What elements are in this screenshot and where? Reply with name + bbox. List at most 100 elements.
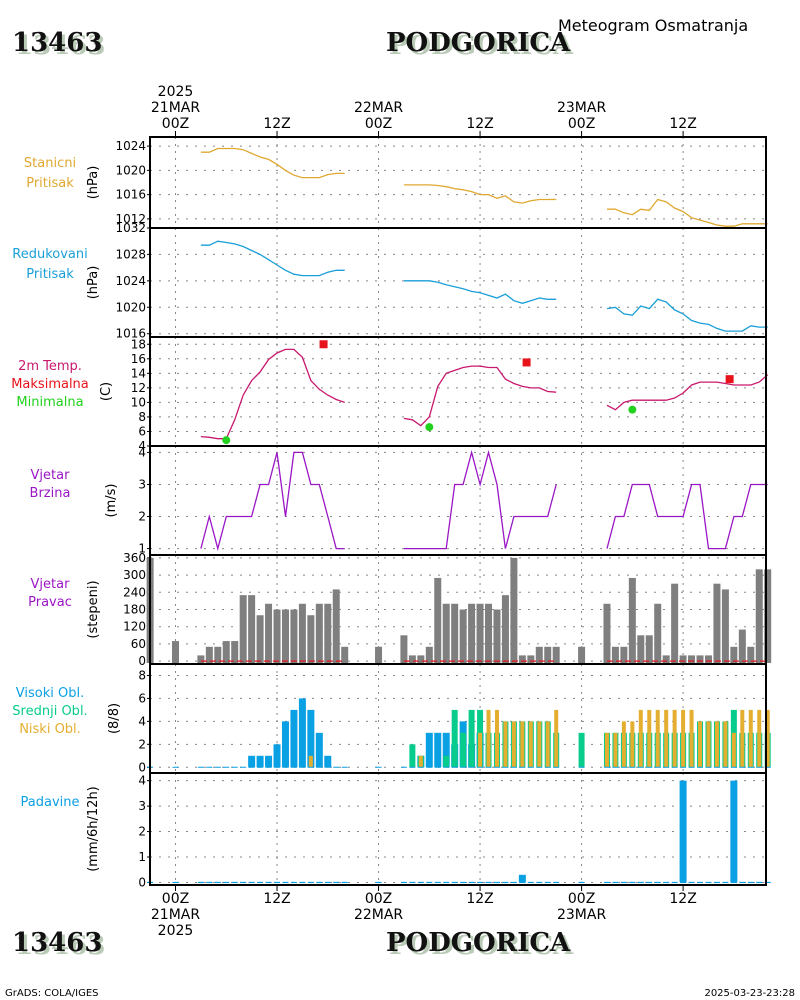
station-pressure-line (607, 198, 768, 227)
wind-dir-bar (662, 655, 670, 663)
panel-label: Vjetar (31, 577, 71, 592)
wind-dir-bar (341, 646, 349, 663)
y-tick-label: 1020 (115, 163, 146, 177)
top-time-label: 23MAR (557, 100, 606, 116)
y-tick-label: 4 (138, 714, 146, 728)
y-tick-label: 2 (138, 737, 146, 751)
y-tick-label: 1 (138, 850, 146, 864)
wind-dir-bar (620, 646, 628, 663)
bottom-time-label: 22MAR (354, 907, 403, 923)
cloud-low-bar (494, 709, 499, 768)
wind-dir-bar (755, 569, 763, 663)
wind-dir-bar (332, 589, 340, 663)
wind-dir-bar (493, 609, 501, 663)
top-time-label: 22MAR (354, 100, 403, 116)
precipitation-panel: 0 1 2 3 4 (mm/6h/12h) Padavine (21, 772, 771, 889)
y-tick-label: 300 (123, 568, 146, 582)
y-tick-label: 1 (138, 542, 146, 556)
y-tick-label: 12 (131, 381, 146, 395)
y-tick-label: 3 (138, 477, 146, 491)
wind-dir-bar (222, 641, 230, 663)
cloud-low-bar (486, 709, 491, 768)
cloud-low-bar (528, 721, 533, 768)
y-tick-label: 6 (138, 424, 146, 438)
cloud-low-bar (604, 732, 609, 768)
reduced-pressure-line (403, 280, 557, 304)
y-tick-label: 1016 (115, 188, 146, 202)
bottom-time-label: 00Z (162, 891, 189, 907)
y-tick-label: 120 (123, 620, 146, 634)
wind-dir-bar (231, 641, 239, 663)
panel-frame (149, 227, 767, 338)
y-tick-label: 6 (138, 691, 146, 705)
reduced-pressure-panel: 1016 1020 1024 1028 1032 (hPa) Redukovani Priti… (12, 221, 768, 341)
cloud-low-bar (731, 732, 736, 768)
temperature-line (200, 348, 345, 440)
cloud-low-bar (672, 709, 677, 768)
cloud-mid-bar (578, 732, 585, 768)
y-tick-label: 10 (131, 395, 146, 409)
bottom-time-label: 00Z (365, 891, 392, 907)
cloud-high-bar (256, 755, 264, 768)
wind-dir-bar (476, 603, 484, 663)
cloud-low-bar (706, 721, 711, 768)
wind-dir-bar (527, 655, 535, 663)
tmax-marker (319, 340, 328, 349)
wind-dir-bar (671, 583, 679, 663)
bottom-time-label: 2025 (158, 923, 194, 939)
panel-label: Pritisak (26, 176, 74, 191)
y-tick-label: 1024 (115, 274, 146, 288)
panel-label: Pravac (28, 595, 72, 610)
wind-dir-bar (713, 583, 721, 663)
bottom-time-label: 23MAR (557, 907, 606, 923)
wind-dir-bar (290, 609, 298, 663)
bottom-time-label: 12Z (669, 891, 696, 907)
cloud-low-bar (681, 709, 686, 768)
panel-frame (149, 772, 767, 886)
wind-dir-bar (434, 577, 442, 663)
top-time-label: 12Z (466, 116, 493, 132)
wind-dir-bar (408, 655, 416, 663)
panel-label: Niski Obl. (19, 722, 81, 737)
cloud-low-bar (613, 732, 618, 768)
cloud-low-bar (748, 709, 753, 768)
clouds-panel: 0 2 4 6 8 (8/8) Visoki Obl. Srednji Obl. Niski O… (12, 663, 771, 774)
cloud-low-bar (723, 721, 728, 768)
cloud-low-bar (765, 709, 770, 768)
reduced-pressure-line (606, 298, 768, 332)
station-id-shadow: 13463 (15, 31, 105, 61)
temperature-line (403, 365, 557, 427)
cloud-low-bar (621, 721, 626, 768)
wind-dir-bar (425, 646, 433, 663)
wind-dir-bar (451, 603, 459, 663)
cloud-low-bar (647, 709, 652, 768)
y-tick-label: 0 (138, 760, 146, 774)
cloud-mid-bar (460, 732, 467, 768)
station-pressure-line (200, 147, 345, 179)
y-tick-label: 16 (131, 352, 146, 366)
bottom-time-label: 12Z (263, 891, 290, 907)
wind-dir-bar (468, 603, 476, 663)
y-tick-label: 4 (138, 445, 146, 459)
cloud-high-bar (265, 755, 273, 768)
panel-label: Vjetar (31, 468, 71, 483)
top-time-label: 00Z (162, 116, 189, 132)
cloud-high-bar (281, 721, 289, 768)
wind-dir-bar (654, 603, 662, 663)
station-name-shadow: PODGORICA (389, 31, 574, 61)
precip-bar (518, 874, 526, 883)
wind-direction-panel: 0 60 120 180 240 300 360 (stepeni) Vjetar Pravac (28, 551, 772, 668)
station-name: PODGORICA (386, 28, 571, 58)
y-tick-label: 2 (138, 510, 146, 524)
cloud-low-bar (418, 755, 423, 768)
station-pressure-panel: 1012 1016 1020 1024 (hPa) Stanicni Pritisak (24, 136, 768, 229)
cloud-mid-bar (443, 755, 450, 768)
cloud-high-bar (248, 755, 256, 768)
y-tick-label: 4 (138, 439, 146, 453)
y-tick-label: 8 (138, 410, 146, 424)
wind-dir-bar (281, 609, 289, 663)
wind-speed-line (200, 451, 345, 552)
cloud-low-bar (630, 721, 635, 768)
station-id: 13463 (12, 28, 102, 58)
cloud-low-bar (478, 732, 483, 768)
